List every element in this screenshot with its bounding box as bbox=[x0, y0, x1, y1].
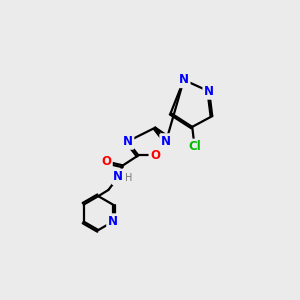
Text: O: O bbox=[150, 149, 160, 162]
Text: N: N bbox=[179, 74, 189, 86]
Text: N: N bbox=[204, 85, 214, 98]
Text: H: H bbox=[125, 173, 133, 183]
Text: N: N bbox=[161, 135, 171, 148]
Text: Cl: Cl bbox=[188, 140, 201, 153]
Text: N: N bbox=[113, 170, 123, 183]
Text: N: N bbox=[123, 135, 133, 148]
Text: N: N bbox=[108, 215, 118, 228]
Text: O: O bbox=[101, 155, 111, 168]
